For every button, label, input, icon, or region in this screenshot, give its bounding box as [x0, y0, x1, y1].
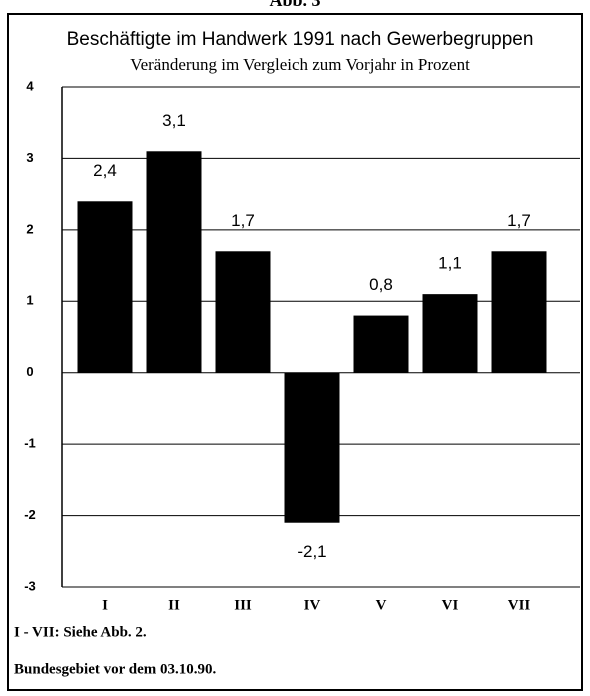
- data-label: -2,1: [297, 542, 326, 561]
- chart-title: Beschäftigte im Handwerk 1991 nach Gewer…: [67, 29, 534, 50]
- bar: [422, 294, 478, 373]
- data-label: 2,4: [93, 161, 117, 180]
- y-tick-label: -3: [24, 578, 36, 593]
- y-tick-label: 0: [26, 364, 33, 379]
- data-label: 3,1: [162, 111, 186, 130]
- y-tick-label: 2: [26, 221, 33, 236]
- x-tick-label: III: [234, 597, 252, 613]
- y-tick-label: 3: [26, 150, 33, 165]
- bar: [215, 251, 271, 373]
- data-label: 1,1: [438, 254, 462, 273]
- bar: [353, 315, 409, 373]
- x-tick-label: VII: [508, 597, 531, 613]
- footnote: Bundesgebiet vor dem 03.10.90.: [14, 661, 216, 677]
- bar: [77, 201, 133, 373]
- data-label: 1,7: [507, 211, 531, 230]
- bar: [284, 372, 340, 523]
- y-tick-label: 1: [26, 293, 33, 308]
- y-tick-label: -2: [24, 507, 36, 522]
- x-tick-label: IV: [304, 597, 321, 613]
- y-tick-label: -1: [24, 436, 36, 451]
- bar: [491, 251, 547, 373]
- figure-label: Abb. 3: [269, 0, 320, 10]
- x-tick-label: I: [102, 597, 108, 613]
- data-label: 1,7: [231, 211, 255, 230]
- y-tick-label: 4: [26, 78, 34, 93]
- bar: [146, 151, 202, 373]
- frame: [7, 13, 583, 691]
- footnote: I - VII: Siehe Abb. 2.: [14, 624, 147, 640]
- x-tick-label: II: [168, 597, 180, 613]
- chart-subtitle: Veränderung im Vergleich zum Vorjahr in …: [130, 55, 470, 74]
- data-label: 0,8: [369, 275, 393, 294]
- x-tick-label: VI: [442, 597, 459, 613]
- x-tick-label: V: [376, 597, 387, 613]
